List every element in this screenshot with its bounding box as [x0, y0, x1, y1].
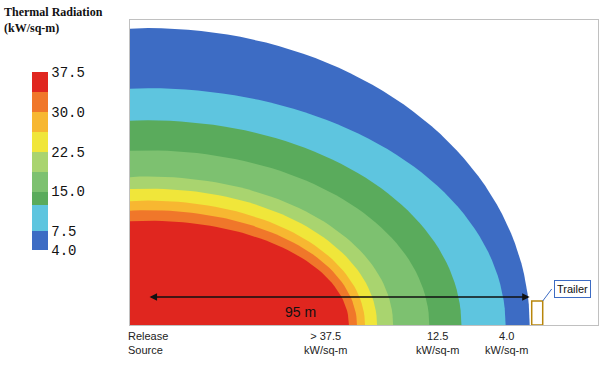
svg-text:15.0: 15.0: [51, 184, 85, 200]
svg-text:30.0: 30.0: [51, 105, 85, 121]
svg-text:ReleaseSource: ReleaseSource: [128, 330, 168, 356]
svg-text:22.5: 22.5: [51, 145, 85, 161]
svg-text:7.5: 7.5: [51, 224, 76, 240]
svg-text:> 37.5kW/sq-m: > 37.5kW/sq-m: [304, 330, 347, 356]
svg-text:37.5: 37.5: [51, 65, 85, 81]
svg-text:12.5kW/sq-m: 12.5kW/sq-m: [416, 330, 459, 356]
svg-text:4.0kW/sq-m: 4.0kW/sq-m: [485, 330, 528, 356]
svg-text:4.0: 4.0: [51, 243, 76, 259]
svg-text:Thermal Radiation(kW/sq-m): Thermal Radiation(kW/sq-m): [4, 5, 103, 35]
svg-text:Trailer: Trailer: [557, 283, 588, 295]
svg-text:95 m: 95 m: [285, 304, 316, 320]
